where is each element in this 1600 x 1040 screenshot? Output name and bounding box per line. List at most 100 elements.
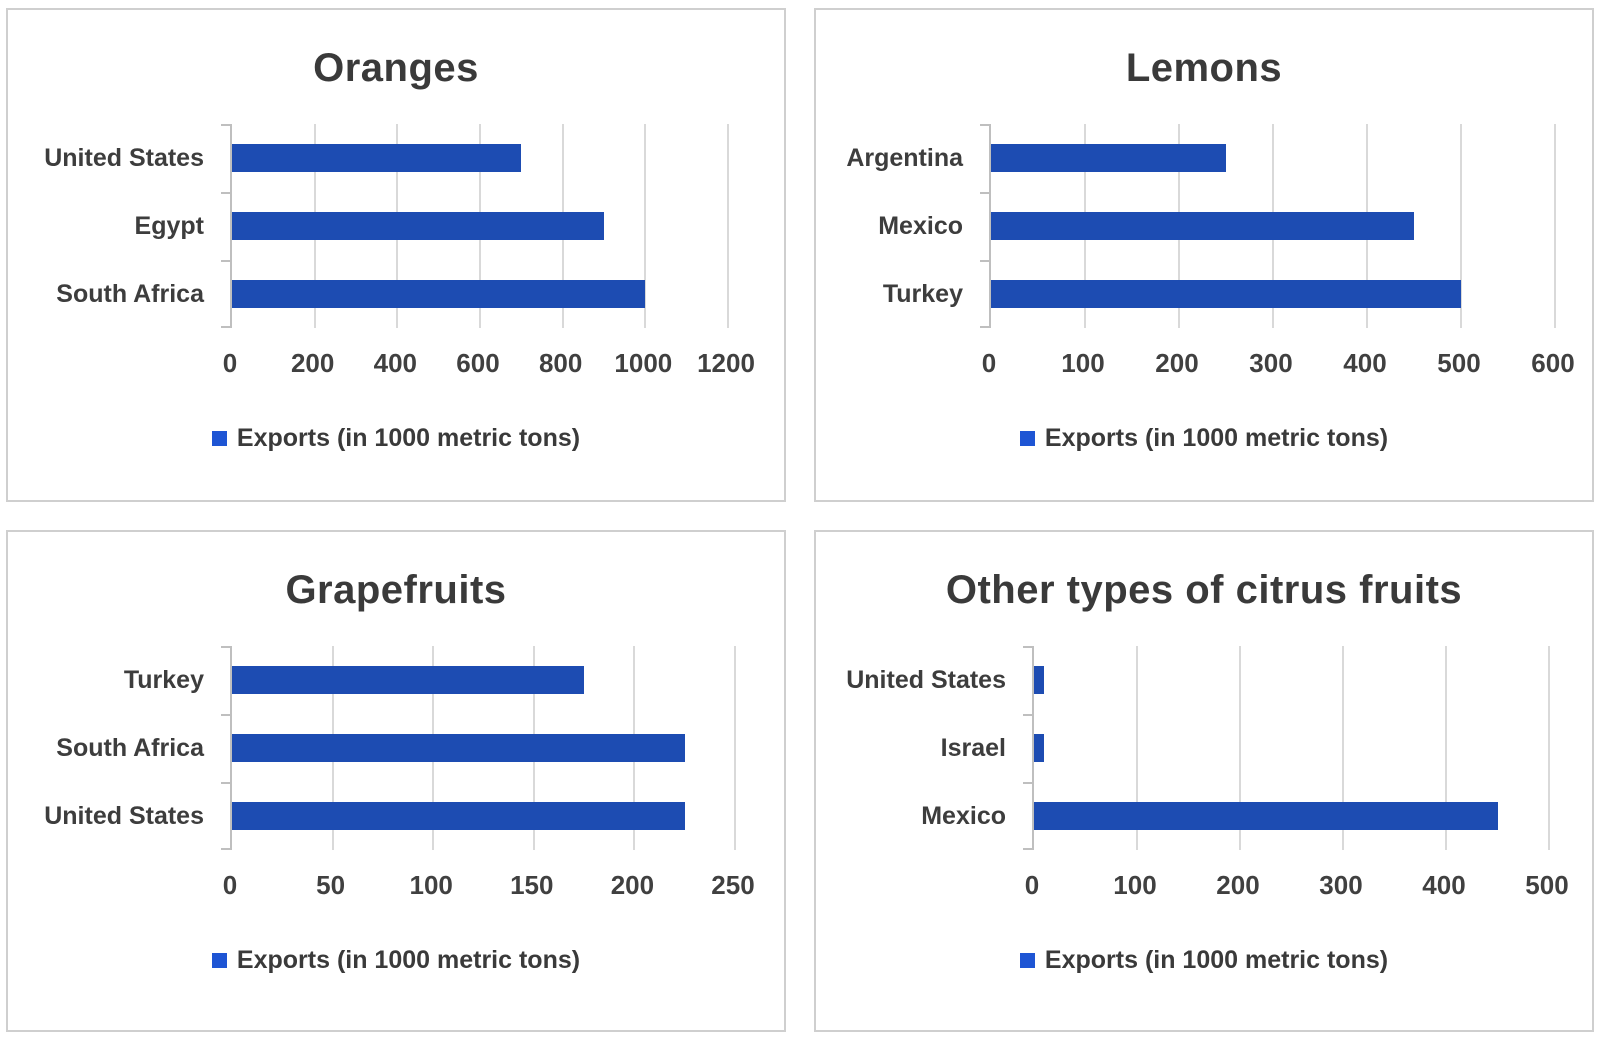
x-tick-label: 0 <box>222 870 238 900</box>
chart-title: Grapefruits <box>285 568 507 612</box>
chart-panel-grapefruits: Grapefruits Turkey South Africa United Sta… <box>6 530 786 1032</box>
chart-title: Other types of citrus fruits <box>945 568 1463 612</box>
x-tick-label: 100 <box>409 870 453 900</box>
category-axis-tick <box>980 124 989 126</box>
gridline <box>1342 646 1344 850</box>
x-tick-label: 300 <box>1249 348 1293 378</box>
category-label: Mexico <box>878 212 963 240</box>
category-axis-tick <box>221 260 230 262</box>
value-axis-track <box>1023 646 1550 850</box>
legend-marker-icon <box>1019 953 1035 968</box>
gridline <box>727 124 729 328</box>
category-label: United States <box>846 666 1006 694</box>
gridline <box>1136 646 1138 850</box>
gridline <box>1445 646 1447 850</box>
legend: Exports (in 1000 metric tons) <box>8 424 784 453</box>
category-axis-tick <box>980 326 989 328</box>
bar <box>232 212 604 240</box>
legend-marker-icon <box>211 431 227 446</box>
category-axis-tick <box>221 782 230 784</box>
category-axis-tick <box>221 714 230 716</box>
category-axis-tick <box>221 192 230 194</box>
x-tick-label: 600 <box>1531 348 1575 378</box>
category-axis-tick <box>1023 782 1032 784</box>
category-axis-tick <box>1023 714 1032 716</box>
category-axis-tick <box>221 848 230 850</box>
x-tick-label: 500 <box>1525 870 1569 900</box>
legend-label: Exports (in 1000 metric tons) <box>236 946 581 974</box>
category-label: South Africa <box>56 280 204 308</box>
x-tick-label: 50 <box>316 870 346 900</box>
category-label: United States <box>44 802 204 830</box>
x-tick-label: 200 <box>610 870 655 900</box>
bar <box>991 280 1461 308</box>
category-label: Turkey <box>123 666 204 694</box>
x-tick-label: 200 <box>290 348 335 378</box>
chart-panel-other-citrus: Other types of citrus fruits United Stat… <box>814 530 1594 1032</box>
legend-marker-icon <box>1019 431 1035 446</box>
x-tick-label: 600 <box>456 348 500 378</box>
x-tick-label: 0 <box>1024 870 1040 900</box>
category-label: Israel <box>940 734 1006 762</box>
category-axis-tick <box>980 260 989 262</box>
x-axis: 0 50 100 150 200 250 <box>223 866 755 904</box>
category-label: Turkey <box>882 280 963 308</box>
category-axis-tick <box>1023 646 1032 648</box>
gridline <box>1239 646 1241 850</box>
legend: Exports (in 1000 metric tons) <box>8 946 784 975</box>
chart-panel-lemons: Lemons Argentina Mexico Turkey 0 100 200 300 4… <box>814 8 1594 502</box>
bar <box>232 734 685 762</box>
value-axis-track <box>221 124 729 328</box>
chart-title: Lemons <box>1125 46 1283 90</box>
gridline <box>1554 124 1556 328</box>
bar <box>991 144 1226 172</box>
x-axis: 0 100 200 300 400 500 600 <box>982 344 1575 382</box>
bar <box>1034 802 1498 830</box>
x-tick-label: 100 <box>1061 348 1105 378</box>
bar <box>232 802 685 830</box>
value-axis-track <box>980 124 1556 328</box>
chart-panel-oranges: Oranges United States Egypt South Africa 0… <box>6 8 786 502</box>
x-tick-label: 400 <box>1343 348 1387 378</box>
x-tick-label: 400 <box>1422 870 1466 900</box>
x-tick-label: 100 <box>1113 870 1157 900</box>
category-label: Mexico <box>921 802 1006 830</box>
legend-label: Exports (in 1000 metric tons) <box>236 424 581 452</box>
bar <box>232 666 585 694</box>
x-tick-label: 1000 <box>614 348 673 378</box>
x-tick-label: 200 <box>1155 348 1199 378</box>
x-axis: 0 200 400 600 800 1000 1200 <box>223 344 755 382</box>
category-axis-tick <box>221 646 230 648</box>
category-axis-tick <box>980 192 989 194</box>
legend-label: Exports (in 1000 metric tons) <box>1044 946 1389 974</box>
x-tick-label: 800 <box>538 348 583 378</box>
x-tick-label: 1200 <box>697 348 755 378</box>
category-axis-tick <box>1023 848 1032 850</box>
category-label: United States <box>44 144 204 172</box>
x-axis: 0 100 200 300 400 500 <box>1025 866 1569 904</box>
bar <box>1034 666 1045 694</box>
chart-title: Oranges <box>313 46 479 90</box>
plot-area: Argentina Mexico Turkey <box>816 124 1592 328</box>
legend: Exports (in 1000 metric tons) <box>816 424 1592 453</box>
x-tick-label: 0 <box>981 348 997 378</box>
plot-area: United States Israel Mexico <box>816 646 1592 850</box>
bar <box>991 212 1414 240</box>
category-axis-tick <box>221 326 230 328</box>
gridline <box>644 124 647 328</box>
plot-area: United States Egypt South Africa <box>8 124 784 328</box>
bar <box>232 280 646 308</box>
plot-area: Turkey South Africa United States <box>8 646 784 850</box>
category-label: Egypt <box>134 212 204 240</box>
gridline <box>1548 646 1550 850</box>
gridline <box>734 646 736 850</box>
x-tick-label: 0 <box>222 348 238 378</box>
category-label: South Africa <box>56 734 204 762</box>
value-axis-track <box>221 646 736 850</box>
bar <box>232 144 522 172</box>
x-tick-label: 200 <box>1216 870 1260 900</box>
legend: Exports (in 1000 metric tons) <box>816 946 1592 975</box>
gridline <box>1460 124 1462 328</box>
x-tick-label: 150 <box>510 870 554 900</box>
